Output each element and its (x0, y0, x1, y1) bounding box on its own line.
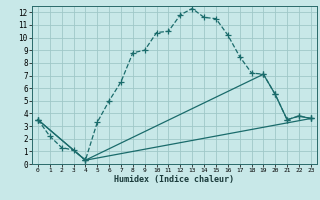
X-axis label: Humidex (Indice chaleur): Humidex (Indice chaleur) (115, 175, 234, 184)
